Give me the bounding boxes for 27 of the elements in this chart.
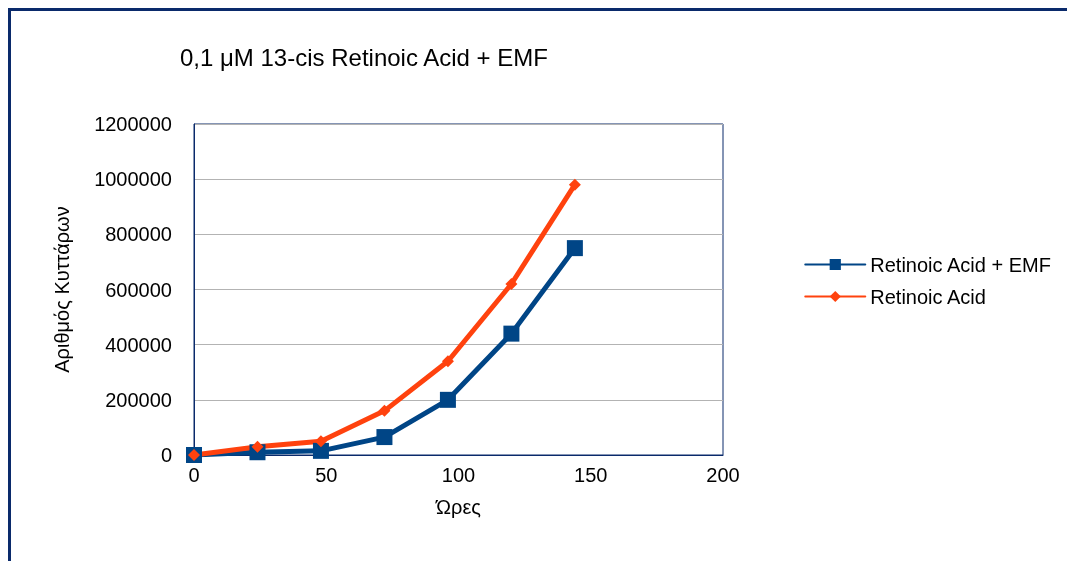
point [503, 325, 520, 342]
y-tick-label: 600000 [105, 278, 172, 301]
point [378, 404, 391, 417]
y-tick-label: 800000 [105, 223, 172, 246]
x-tick-label: 200 [706, 464, 740, 486]
point [568, 178, 581, 191]
point [505, 277, 518, 290]
x-tick-label: 0 [188, 464, 200, 486]
chart-title: 0,1 μM 13-cis Retinoic Acid + EMF [180, 43, 548, 71]
y-tick-label: 200000 [105, 388, 172, 411]
x-tick-label: 50 [315, 464, 338, 486]
legend-label: Retinoic Acid [870, 285, 986, 308]
x-tick-label: 100 [441, 464, 476, 486]
point [441, 355, 454, 368]
y-tick-label: 0 [160, 444, 172, 466]
y-tick-label: 400000 [105, 333, 172, 356]
point [251, 440, 264, 453]
x-tick-label: 150 [574, 464, 608, 486]
y-axis-title: Αριθμός Κυττάρων [51, 206, 73, 373]
legend-label: Retinoic Acid + EMF [870, 253, 1051, 276]
point [566, 240, 583, 257]
point [376, 429, 393, 446]
point [312, 442, 329, 459]
point [439, 391, 456, 408]
x-axis-title: Ώρες [435, 496, 482, 518]
y-tick-label: 1200000 [94, 113, 172, 135]
y-tick-label: 1000000 [94, 168, 172, 191]
